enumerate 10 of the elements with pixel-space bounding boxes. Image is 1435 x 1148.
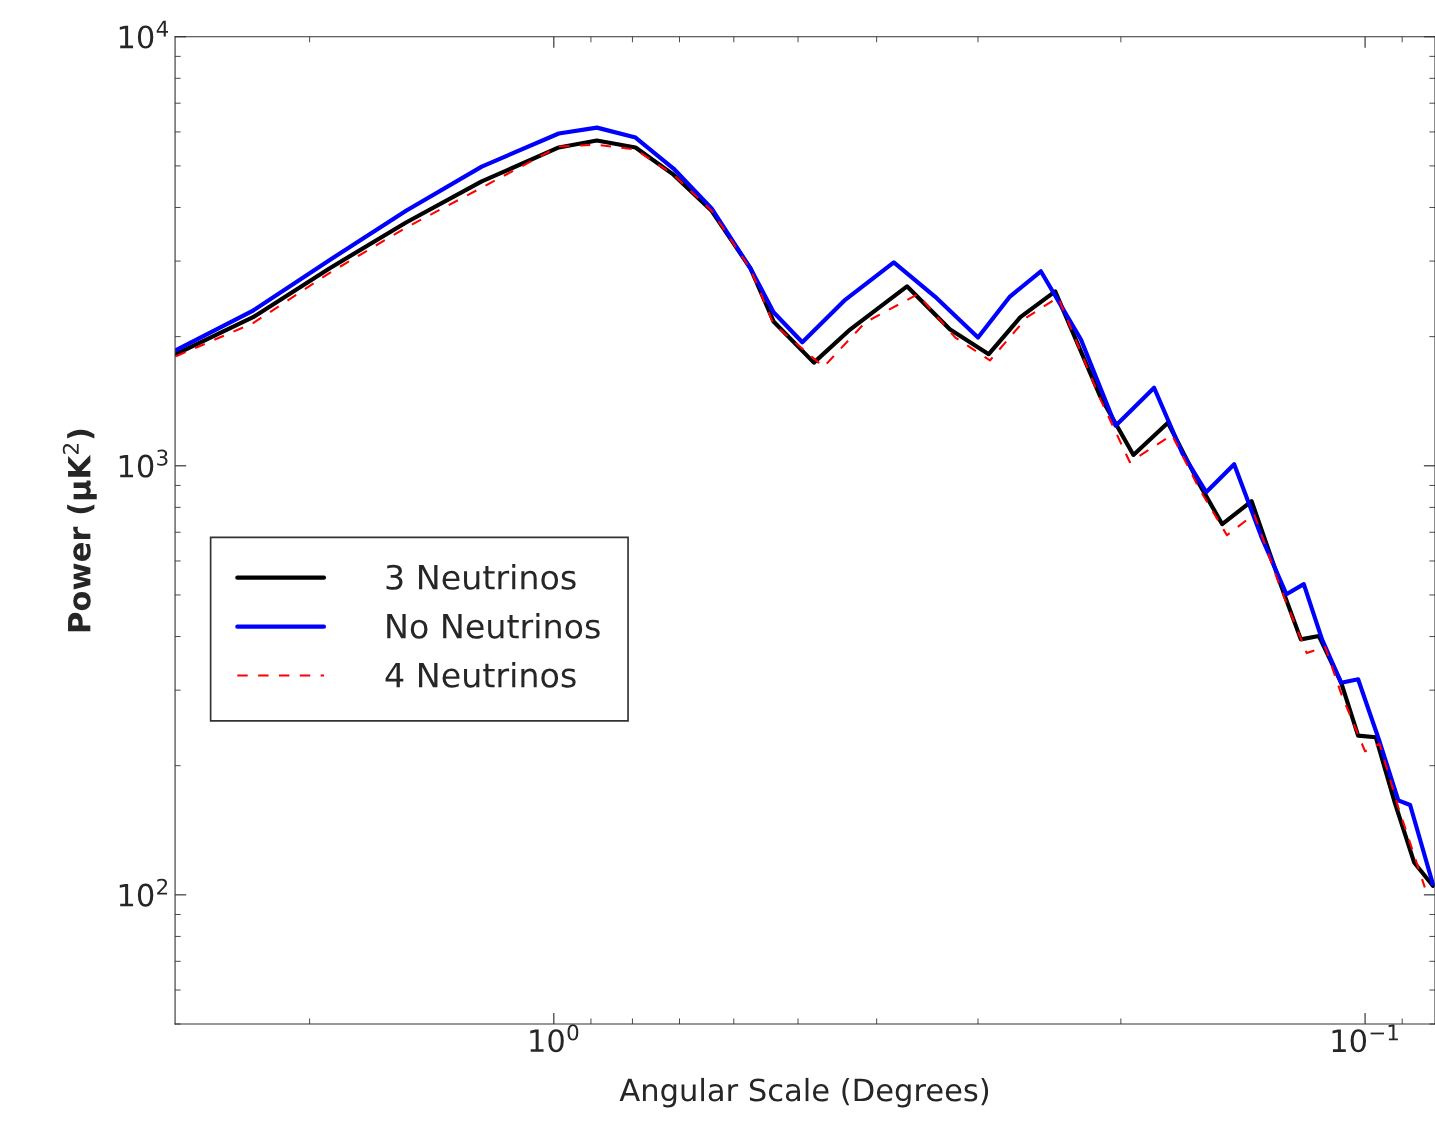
legend-label: 4 Neutrinos [385,661,576,688]
y-tick-label: 10$^{3}$ [119,449,168,478]
y-tick-label: 10$^{2}$ [119,878,168,907]
x-tick-label: 10$^{0}$ [530,1024,579,1053]
y-tick-label: 10$^{4}$ [119,20,169,49]
x-axis-title: Angular Scale (Degrees) [619,1077,989,1108]
legend-label: 3 Neutrinos [386,564,576,590]
y-axis-title: Power (μK$^{2}$) [62,429,97,632]
legend-label: No Neutrinos [387,612,600,639]
x-tick-label: 10$^{−1}$ [1332,1024,1398,1053]
